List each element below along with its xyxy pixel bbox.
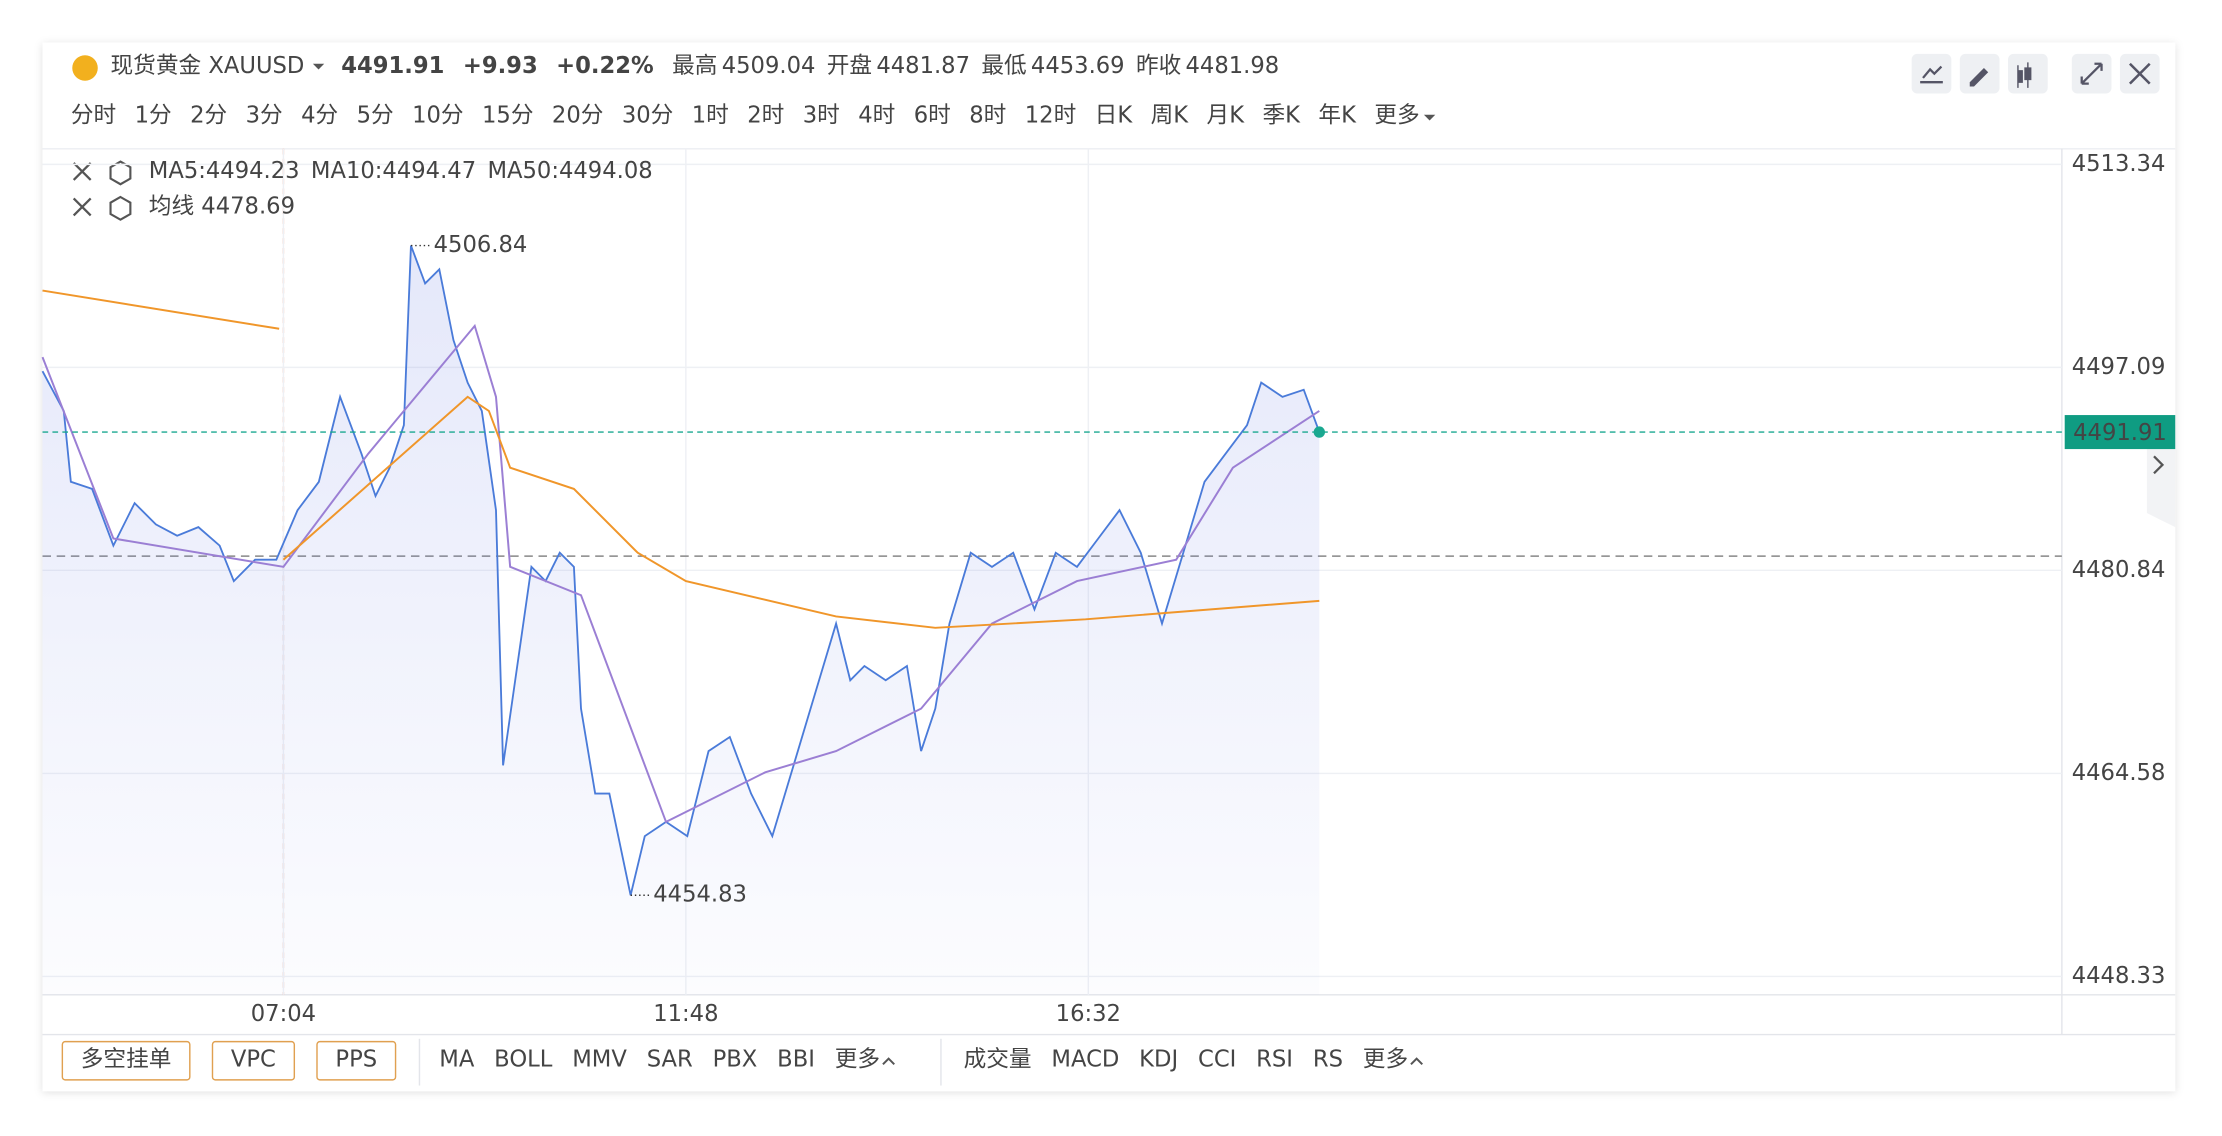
indicator-tab[interactable]: RS — [1313, 1047, 1343, 1073]
timeframe-tab[interactable]: 20分 — [552, 103, 603, 129]
stat-value: 4481.87 — [876, 53, 970, 79]
indicator-tab[interactable]: BOLL — [494, 1047, 553, 1073]
expand-icon[interactable] — [882, 1057, 895, 1065]
plot — [41, 148, 2062, 995]
ma-legend: MA5:4494.23 — [149, 158, 300, 184]
toggle-button-label[interactable]: 多空挂单 — [81, 1047, 172, 1073]
indicator-tab[interactable]: RSI — [1256, 1047, 1293, 1073]
timeframe-tab[interactable]: 12时 — [1025, 103, 1076, 129]
timeframe-tab[interactable]: 分时 — [71, 103, 116, 129]
icon — [2017, 62, 2032, 88]
indicator-tab[interactable]: MACD — [1051, 1047, 1119, 1073]
timeframe-tab[interactable]: 日K — [1095, 103, 1134, 129]
series-line — [41, 245, 1321, 896]
timeframe-tab[interactable]: 8时 — [969, 103, 1006, 129]
series-line — [282, 395, 1320, 629]
series-line — [41, 323, 1320, 824]
stat-label: 开盘 — [827, 53, 872, 79]
indicator-tab[interactable]: CCI — [1198, 1047, 1236, 1073]
indicator-tab[interactable]: 成交量 — [964, 1047, 1032, 1073]
toggle-button-label[interactable]: PPS — [335, 1047, 377, 1073]
toggle-button-label[interactable]: VPC — [231, 1047, 276, 1073]
indicator-tab[interactable]: BBI — [777, 1047, 815, 1073]
timeframe-tab[interactable]: 4分 — [301, 103, 338, 129]
price-badge-label: 4491.91 — [2073, 420, 2167, 446]
change-pct: +0.22% — [556, 53, 654, 79]
price-badge — [2064, 415, 2176, 450]
icon — [2128, 62, 2151, 85]
x-tick-label: 07:04 — [251, 1001, 316, 1027]
ma-legend: MA10:4494.47 — [311, 158, 476, 184]
series-line — [42, 289, 280, 330]
timeframe-tab[interactable]: 10分 — [412, 103, 463, 129]
extreme-label: 4506.84 — [434, 232, 528, 258]
indicator-tab[interactable]: MMV — [572, 1047, 627, 1073]
close-icon[interactable] — [72, 162, 92, 217]
change: +9.93 — [463, 53, 538, 79]
extreme-label: 4454.83 — [653, 882, 747, 908]
timeframe-tab[interactable]: 2分 — [190, 103, 227, 129]
ma-legend: MA50:4494.08 — [487, 158, 652, 184]
timeframe-tab[interactable]: 周K — [1151, 103, 1190, 129]
settings-icon[interactable] — [109, 160, 132, 221]
icon — [2080, 62, 2103, 85]
indicator-tab[interactable]: 更多 — [1363, 1047, 1408, 1073]
timeframe-tab[interactable]: 年K — [1318, 103, 1357, 129]
icon — [1969, 68, 1989, 87]
timeframe-tab[interactable]: 季K — [1262, 103, 1301, 129]
timeframe-tab[interactable]: 6时 — [914, 103, 951, 129]
gold-icon — [72, 55, 98, 81]
stat-label: 昨收 — [1136, 53, 1181, 79]
y-tick-label: 4497.09 — [2072, 354, 2166, 380]
timeframe-tab[interactable]: 3分 — [246, 103, 283, 129]
avg-legend: 均线 4478.69 — [149, 193, 295, 219]
toggle-button[interactable] — [211, 1040, 296, 1081]
indicator-tab[interactable]: PBX — [713, 1047, 758, 1073]
timeframe-tab[interactable]: 2时 — [747, 103, 784, 129]
dropdown-icon[interactable] — [312, 63, 325, 70]
indicator-tab[interactable]: SAR — [647, 1047, 693, 1073]
timeframe-tab[interactable]: 1分 — [135, 103, 172, 129]
symbol-name: 现货黄金 XAUUSD — [111, 53, 305, 79]
price: 4491.91 — [341, 53, 444, 79]
stat-label: 最高 — [672, 53, 717, 79]
last-price-dot — [1313, 426, 1325, 438]
toolbar-icons — [1911, 53, 2160, 94]
y-tick-label: 4464.58 — [2072, 760, 2166, 786]
arrow-icon — [2153, 455, 2165, 475]
toggle-button[interactable] — [61, 1040, 191, 1081]
stat-value: 4481.98 — [1186, 53, 1280, 79]
timeframe-tab[interactable]: 15分 — [482, 103, 533, 129]
dropdown-icon[interactable] — [1423, 114, 1436, 121]
timeframe-tab[interactable]: 1时 — [692, 103, 729, 129]
price-area — [42, 245, 1320, 995]
timeframe-tab[interactable]: 更多 — [1374, 103, 1419, 129]
y-tick-label: 4480.84 — [2072, 557, 2166, 583]
indicator-tab[interactable]: 更多 — [835, 1047, 880, 1073]
timeframe-tab[interactable]: 月K — [1207, 103, 1246, 129]
timeframe-tab[interactable]: 4时 — [858, 103, 895, 129]
expand-icon[interactable] — [1410, 1057, 1423, 1065]
stat-value: 4453.69 — [1031, 53, 1125, 79]
indicator-tab[interactable]: KDJ — [1139, 1047, 1178, 1073]
side-tab[interactable] — [2146, 425, 2176, 528]
toggle-button[interactable] — [316, 1040, 397, 1081]
stat-value: 4509.04 — [722, 53, 816, 79]
x-tick-label: 11:48 — [653, 1001, 718, 1027]
icon — [1920, 65, 1943, 84]
ui-text: 现货黄金 XAUUSD 4491.91 +9.93 +0.22% 最高 4509.04 开盘… — [61, 53, 2176, 1081]
timeframe-tab[interactable]: 3时 — [803, 103, 840, 129]
indicator-tab[interactable]: MA — [439, 1047, 475, 1073]
icon-button[interactable] — [1911, 53, 1952, 94]
y-tick-label: 4448.33 — [2072, 963, 2166, 989]
x-tick-label: 16:32 — [1056, 1001, 1121, 1027]
timeframe-tab[interactable]: 30分 — [622, 103, 673, 129]
y-tick-label: 4513.34 — [2072, 151, 2166, 177]
stat-label: 最低 — [981, 53, 1026, 79]
timeframe-tab[interactable]: 5分 — [357, 103, 394, 129]
